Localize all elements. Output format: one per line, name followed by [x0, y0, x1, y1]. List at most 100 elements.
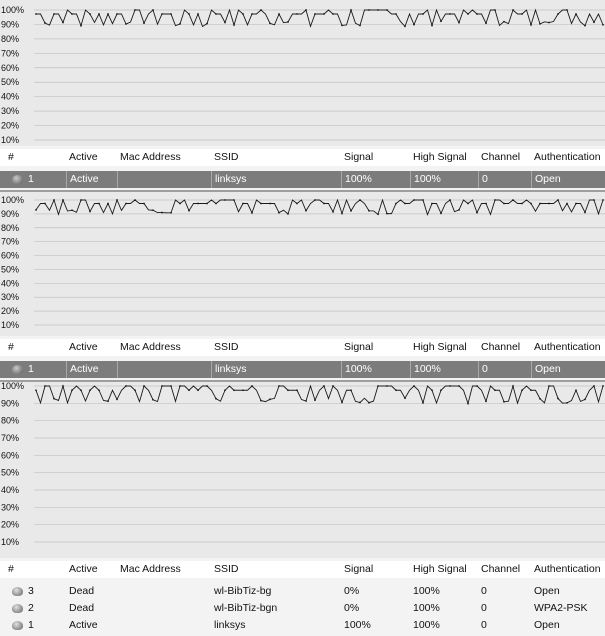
table-row[interactable]: 1 Active linksys 100% 100% 0 Open — [0, 361, 605, 378]
signal-point — [440, 389, 442, 392]
signal-point — [368, 209, 370, 212]
panel-divider — [0, 380, 605, 382]
column-header-channel[interactable]: Channel — [481, 341, 521, 353]
signal-point — [359, 199, 361, 201]
signal-point — [107, 13, 109, 15]
signal-point — [395, 13, 397, 15]
signal-point — [53, 397, 55, 400]
signal-point — [89, 13, 91, 15]
column-header-ssid[interactable]: SSID — [214, 563, 239, 575]
column-header-signal[interactable]: Signal — [344, 341, 374, 353]
signal-point — [476, 13, 478, 15]
signal-point — [188, 209, 190, 212]
y-axis-label: 60% — [1, 63, 19, 73]
column-header-channel[interactable]: Channel — [481, 563, 521, 575]
cell-signal: 0% — [344, 602, 360, 614]
cell-mac-address — [117, 361, 210, 378]
column-header-high-signal[interactable]: High Signal — [413, 563, 467, 575]
signal-point — [287, 389, 289, 392]
signal-point — [44, 22, 46, 24]
y-axis-label: 10% — [1, 537, 19, 547]
signal-point — [125, 23, 127, 25]
signal-point — [152, 398, 154, 401]
signal-point — [386, 9, 388, 11]
signal-point — [377, 213, 379, 216]
signal-point — [332, 385, 334, 387]
signal-point — [80, 389, 82, 392]
cell-mac-address — [117, 617, 210, 634]
signal-point — [170, 13, 172, 15]
y-axis-label: 20% — [1, 306, 19, 316]
column-header-signal[interactable]: Signal — [344, 563, 374, 575]
cell-authentication: Open — [534, 585, 560, 597]
signal-point — [107, 202, 109, 205]
signal-point — [62, 21, 64, 24]
cell-authentication: Open — [534, 619, 560, 631]
column-header-channel[interactable]: Channel — [481, 151, 521, 163]
column-header-active[interactable]: Active — [69, 341, 98, 353]
signal-point — [566, 202, 568, 205]
column-header-mac-address[interactable]: Mac Address — [120, 341, 181, 353]
signal-point — [431, 202, 433, 205]
signal-point — [278, 385, 280, 387]
signal-point — [242, 389, 244, 392]
cell-mac-address — [117, 600, 210, 617]
signal-point — [431, 389, 433, 392]
signal-point — [44, 385, 46, 387]
y-axis-label: 30% — [1, 106, 19, 116]
signal-point — [494, 199, 496, 201]
signal-point — [449, 385, 451, 387]
signal-point — [593, 385, 595, 387]
y-axis-label: 10% — [1, 320, 19, 330]
signal-point — [251, 13, 253, 15]
signal-point — [422, 199, 424, 201]
cell-num: 2 — [0, 600, 64, 617]
column-header-num[interactable]: # — [8, 151, 14, 163]
signal-point — [566, 402, 568, 404]
y-axis-label: 50% — [1, 468, 19, 478]
signal-point — [404, 202, 406, 205]
signal-point — [323, 385, 325, 387]
signal-point — [233, 199, 235, 201]
signal-point — [161, 211, 163, 214]
signal-point — [170, 385, 172, 387]
table-row[interactable]: 1 Active linksys 100% 100% 0 Open — [0, 617, 605, 634]
cell-num: 1 — [0, 617, 64, 634]
table-row[interactable]: 1 Active linksys 100% 100% 0 Open — [0, 171, 605, 188]
column-header-high-signal[interactable]: High Signal — [413, 151, 467, 163]
signal-point — [548, 21, 550, 24]
column-header-authentication[interactable]: Authentication — [534, 151, 601, 163]
signal-point — [449, 199, 451, 201]
cell-signal: 0% — [344, 585, 360, 597]
signal-point — [35, 13, 37, 15]
column-header-active[interactable]: Active — [69, 563, 98, 575]
cell-channel: 0 — [478, 361, 531, 378]
column-header-active[interactable]: Active — [69, 151, 98, 163]
column-header-mac-address[interactable]: Mac Address — [120, 151, 181, 163]
column-header-num[interactable]: # — [8, 563, 14, 575]
column-header-high-signal[interactable]: High Signal — [413, 341, 467, 353]
column-header-authentication[interactable]: Authentication — [534, 341, 601, 353]
signal-point — [350, 9, 352, 11]
y-axis-label: 60% — [1, 251, 19, 261]
signal-point — [395, 202, 397, 205]
signal-point — [548, 202, 550, 205]
column-header-ssid[interactable]: SSID — [214, 341, 239, 353]
column-header-mac-address[interactable]: Mac Address — [120, 563, 181, 575]
y-axis-label: 90% — [1, 209, 19, 219]
table-row[interactable]: 3 Dead wl-BibTiz-bg 0% 100% 0 Open — [0, 583, 605, 600]
signal-point — [323, 202, 325, 205]
signal-point — [440, 20, 442, 23]
column-header-authentication[interactable]: Authentication — [534, 563, 601, 575]
signal-point — [521, 202, 523, 205]
column-header-ssid[interactable]: SSID — [214, 151, 239, 163]
table-row[interactable]: 2 Dead wl-BibTiz-bgn 0% 100% 0 WPA2-PSK — [0, 600, 605, 617]
column-header-signal[interactable]: Signal — [344, 151, 374, 163]
signal-point — [116, 13, 118, 15]
column-header-num[interactable]: # — [8, 341, 14, 353]
y-axis-label: 80% — [1, 416, 19, 426]
signal-point — [467, 13, 469, 15]
signal-point — [557, 397, 559, 400]
signal-point — [233, 389, 235, 392]
signal-point — [494, 389, 496, 392]
